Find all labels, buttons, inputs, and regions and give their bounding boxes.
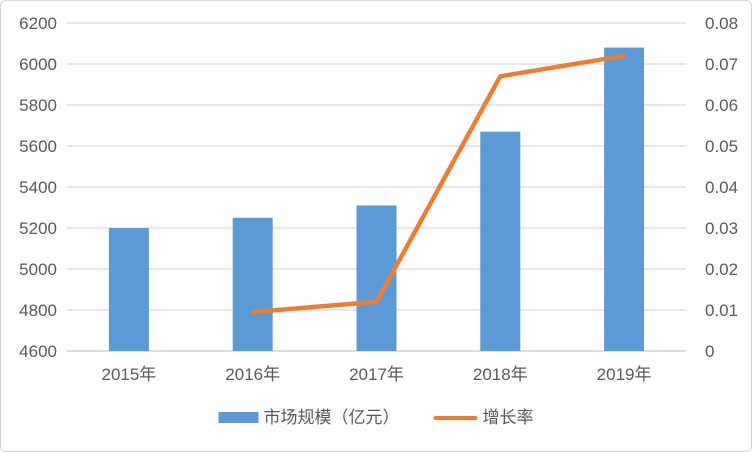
left-axis-tick-label: 5200 (19, 219, 57, 238)
growth-rate-line (250, 53, 627, 315)
left-axis-tick-label: 5800 (19, 96, 57, 115)
legend-label-growth-rate: 增长率 (482, 408, 534, 427)
right-axis-tick-label: 0.01 (705, 301, 738, 320)
chart-legend: 市场规模（亿元） 增长率 (218, 408, 534, 427)
bar-2015年 (108, 228, 149, 351)
left-axis-tick-label: 6200 (19, 14, 57, 33)
right-axis-tick-label: 0.04 (705, 178, 738, 197)
right-axis-tick-label: 0.06 (705, 96, 738, 115)
line-series-swatch-icon (433, 415, 478, 420)
right-axis-tick-label: 0 (705, 342, 714, 361)
left-axis-tick-label: 5400 (19, 178, 57, 197)
bar-2019年 (604, 47, 645, 351)
right-axis-tick-label: 0.08 (705, 14, 738, 33)
right-axis-tick-label: 0.05 (705, 137, 738, 156)
legend-item-growth-rate: 增长率 (433, 408, 534, 427)
x-axis-category-label: 2015年 (101, 365, 156, 384)
x-axis-category-label: 2019年 (597, 365, 652, 384)
left-axis-tick-label: 5000 (19, 260, 57, 279)
left-axis-tick-label: 4600 (19, 342, 57, 361)
left-axis-tick-label: 5600 (19, 137, 57, 156)
right-axis-tick-label: 0.07 (705, 55, 738, 74)
bar-series-swatch-icon (218, 412, 259, 423)
right-axis-tick-label: 0.03 (705, 219, 738, 238)
x-axis-category-label: 2017年 (349, 365, 404, 384)
left-axis-tick-label: 4800 (19, 301, 57, 320)
left-axis-tick-label: 6000 (19, 55, 57, 74)
bar-2016年 (232, 217, 273, 351)
legend-item-market-size: 市场规模（亿元） (218, 408, 400, 427)
bar-2018年 (480, 131, 521, 351)
legend-label-market-size: 市场规模（亿元） (263, 408, 400, 427)
x-axis-category-label: 2018年 (473, 365, 528, 384)
x-axis-category-label: 2016年 (225, 365, 280, 384)
right-axis-tick-label: 0.02 (705, 260, 738, 279)
